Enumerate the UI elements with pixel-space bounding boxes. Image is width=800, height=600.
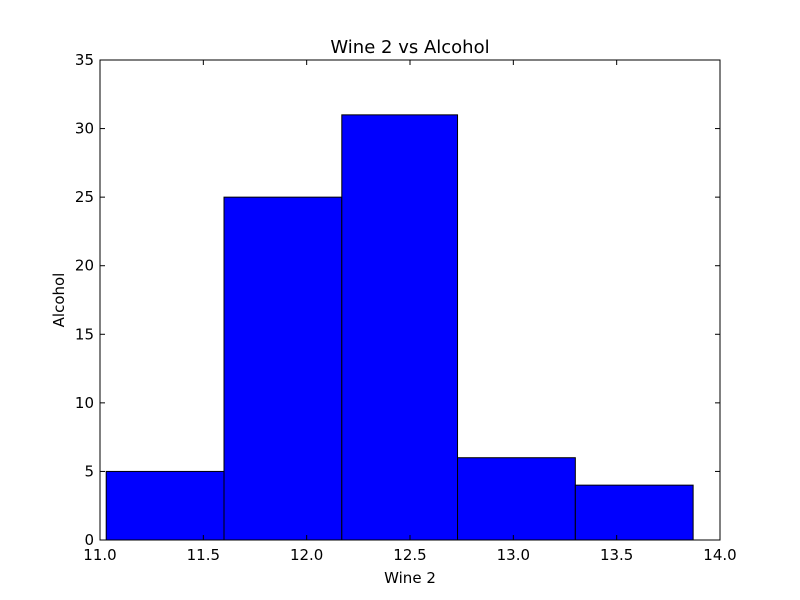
histogram-bar-3	[341, 114, 459, 541]
bars-layer	[105, 114, 694, 541]
y-tick-label: 5	[84, 462, 94, 480]
y-tick-label: 10	[75, 394, 94, 412]
histogram-bar-2	[223, 196, 343, 541]
y-tick-label: 30	[75, 120, 94, 138]
y-axis-title: Alcohol	[50, 273, 68, 328]
x-tick-label: 14.0	[703, 546, 736, 564]
y-tick-label: 35	[75, 51, 94, 69]
x-axis-title: Wine 2	[384, 569, 436, 587]
x-tick-label: 12.0	[290, 546, 323, 564]
y-tick-label: 25	[75, 188, 94, 206]
histogram-bar-4	[457, 457, 576, 541]
y-tick-label: 20	[75, 257, 94, 275]
x-tick-label: 12.5	[393, 546, 426, 564]
histogram-bar-1	[105, 470, 225, 541]
y-tick-label: 15	[75, 325, 94, 343]
y-tick-label: 0	[84, 531, 94, 549]
histogram-bar-5	[574, 484, 694, 541]
chart-title: Wine 2 vs Alcohol	[330, 37, 489, 58]
x-tick-label: 11.5	[187, 546, 220, 564]
x-tick-label: 13.0	[497, 546, 530, 564]
x-tick-label: 11.0	[83, 546, 116, 564]
ticks-layer: 11.0 11.5 12.0 12.5 13.0 13.5 14.0 0 5 10 15 20 25 30…	[75, 51, 737, 564]
x-tick-label: 13.5	[600, 546, 633, 564]
